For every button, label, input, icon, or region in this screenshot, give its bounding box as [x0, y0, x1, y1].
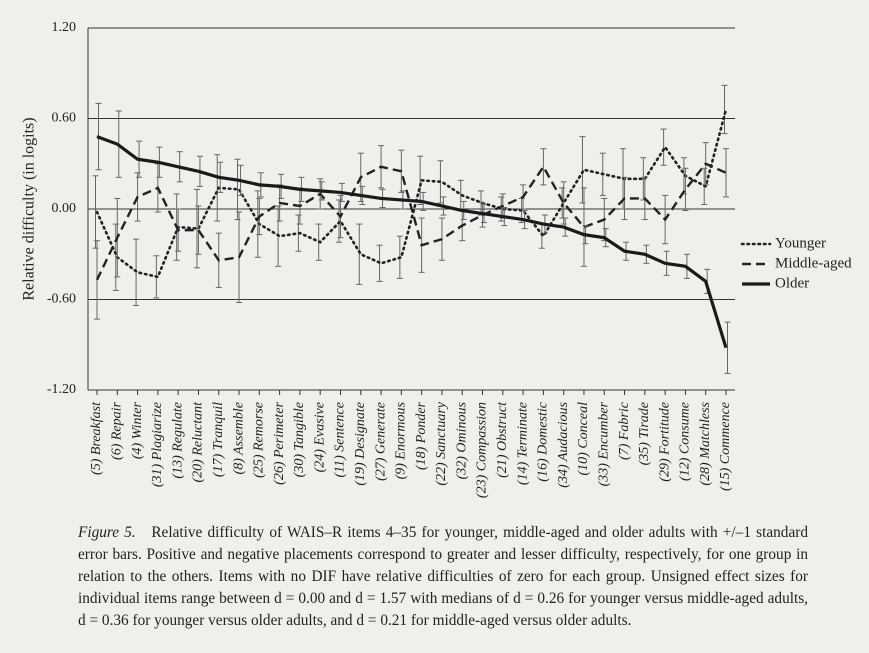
caption-label: Figure 5.: [78, 524, 136, 541]
x-tick-label: (33) Encumber: [596, 401, 611, 486]
caption-text: Relative difficulty of WAIS–R items 4–35…: [78, 524, 808, 629]
y-axis-label: Relative difficulty (in logits): [21, 117, 38, 300]
x-tick-label: (5) Breakfast: [89, 401, 104, 475]
x-tick-label: (22) Sanctuary: [434, 401, 449, 485]
caption: Figure 5. Relative difficulty of WAIS–R …: [78, 522, 808, 632]
x-tick-label: (24) Evasive: [312, 402, 327, 472]
x-tick-label: (6) Repair: [110, 401, 125, 459]
y-tick-label: -0.60: [47, 292, 76, 307]
x-tick-label: (9) Enormous: [394, 401, 409, 479]
y-tick-label: -1.20: [47, 382, 76, 397]
x-tick-label: (20) Reluctant: [191, 401, 206, 483]
x-tick-label: (31) Plagiarize: [150, 402, 165, 487]
x-tick-label: (14) Terminate: [515, 402, 530, 485]
x-tick-label: (30) Tangible: [292, 402, 307, 477]
x-tick-label: (11) Sentence: [333, 402, 348, 478]
y-tick-label: 0.00: [52, 201, 77, 216]
x-tick-label: (19) Designate: [353, 402, 368, 486]
legend-label: Younger: [775, 235, 826, 251]
x-tick-label: (29) Fortitude: [657, 402, 672, 482]
legend-label: Older: [775, 275, 809, 291]
x-tick-label: (23) Compassion: [475, 402, 490, 498]
x-tick-label: (18) Ponder: [414, 401, 429, 470]
y-tick-label: 0.60: [52, 111, 77, 126]
x-tick-label: (15) Commence: [718, 402, 733, 491]
x-tick-label: (10) Conceal: [576, 402, 591, 476]
x-tick-label: (25) Remorse: [252, 402, 267, 478]
x-tick-label: (26) Perimeter: [272, 401, 287, 484]
x-tick-label: (13) Regulate: [170, 402, 185, 479]
x-tick-label: (35) Tirade: [637, 402, 652, 465]
x-tick-label: (28) Matchless: [698, 401, 713, 485]
series-line: [95, 108, 728, 279]
x-tick-label: (27) Generate: [373, 402, 388, 481]
x-tick-label: (7) Fabric: [617, 401, 632, 460]
legend-label: Middle-aged: [775, 255, 852, 271]
x-tick-label: (16) Domestic: [536, 401, 551, 481]
x-tick-label: (21) Obstruct: [495, 401, 510, 478]
series-line: [96, 135, 728, 349]
x-tick-label: (8) Assemble: [231, 402, 246, 474]
x-tick-label: (4) Winter: [130, 401, 145, 459]
x-tick-label: (32) Ominous: [454, 401, 469, 479]
x-tick-label: (12) Consume: [678, 402, 693, 481]
x-tick-label: (17) Tranquil: [211, 402, 226, 477]
y-tick-label: 1.20: [52, 20, 77, 35]
x-tick-label: (34) Audacious: [556, 401, 571, 487]
series-line: [95, 162, 727, 281]
chart: Relative difficulty (in logits) 1.20 0.60…: [21, 20, 852, 498]
